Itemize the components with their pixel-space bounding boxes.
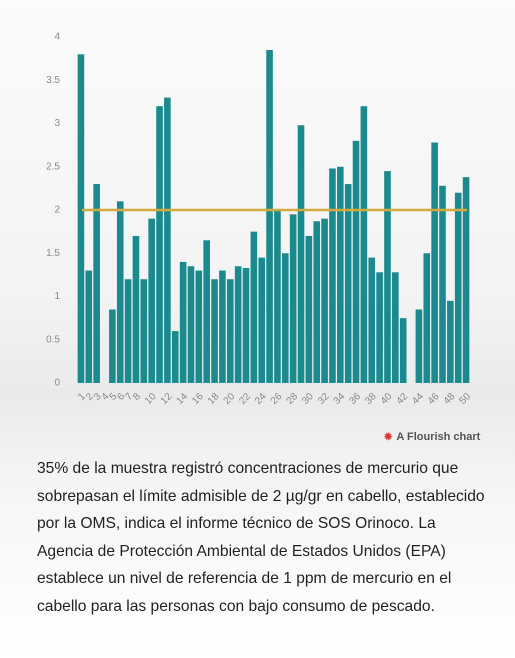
bar bbox=[211, 279, 218, 383]
bar bbox=[329, 168, 336, 383]
bar bbox=[85, 270, 93, 383]
y-tick-label: 0 bbox=[54, 378, 60, 389]
bar bbox=[116, 201, 124, 383]
bar bbox=[266, 49, 273, 383]
x-tick-label: 44 bbox=[410, 391, 426, 407]
x-tick-label: 26 bbox=[269, 391, 285, 407]
bar bbox=[219, 270, 226, 383]
bar bbox=[289, 214, 297, 383]
bar bbox=[392, 272, 399, 383]
bar bbox=[258, 257, 266, 383]
bar bbox=[462, 177, 470, 383]
bar bbox=[337, 166, 344, 383]
bar bbox=[423, 253, 431, 383]
bar bbox=[234, 266, 242, 383]
x-tick-label: 42 bbox=[395, 391, 411, 407]
bar bbox=[109, 309, 116, 383]
x-tick-label: 38 bbox=[363, 391, 379, 407]
x-tick-label: 14 bbox=[174, 391, 190, 407]
y-tick-label: 1 bbox=[54, 291, 60, 302]
paragraph: 35% de la muestra registró concentracion… bbox=[37, 460, 485, 615]
bar bbox=[321, 218, 328, 383]
bar bbox=[415, 309, 423, 383]
bar bbox=[132, 235, 140, 383]
bar bbox=[344, 184, 352, 383]
x-tick-label: 12 bbox=[159, 391, 175, 407]
bar bbox=[360, 106, 368, 383]
bar bbox=[203, 240, 210, 383]
bar bbox=[305, 235, 313, 383]
bar bbox=[297, 125, 305, 383]
bar bbox=[164, 97, 171, 384]
bar bbox=[250, 231, 258, 383]
bar bbox=[399, 318, 407, 383]
x-tick-label: 16 bbox=[190, 391, 206, 407]
x-tick-label: 8 bbox=[131, 391, 143, 403]
bar bbox=[447, 300, 454, 383]
x-tick-label: 18 bbox=[206, 391, 222, 407]
bar bbox=[281, 253, 289, 383]
bar bbox=[368, 257, 376, 383]
y-tick-label: 3.5 bbox=[46, 75, 60, 86]
bar bbox=[454, 192, 462, 383]
x-tick-label: 32 bbox=[316, 391, 332, 407]
x-tick-label: 22 bbox=[237, 391, 253, 407]
x-tick-label: 40 bbox=[379, 391, 395, 407]
x-tick-label: 24 bbox=[253, 391, 269, 407]
bar bbox=[77, 54, 85, 384]
bar bbox=[140, 279, 148, 383]
bar bbox=[352, 140, 360, 383]
bar bbox=[171, 331, 179, 383]
x-tick-label: 46 bbox=[426, 391, 442, 407]
x-tick-label: 28 bbox=[284, 391, 300, 407]
bar bbox=[384, 171, 391, 383]
bar bbox=[226, 279, 234, 383]
bar bbox=[439, 185, 446, 383]
y-tick-label: 2 bbox=[54, 205, 60, 216]
x-tick-label: 50 bbox=[457, 391, 473, 407]
bar bbox=[93, 184, 100, 383]
bar bbox=[376, 272, 383, 383]
bar bbox=[179, 261, 187, 383]
bar bbox=[124, 279, 132, 383]
x-tick-label: 10 bbox=[143, 391, 159, 407]
bar bbox=[431, 142, 438, 383]
x-tick-label: 34 bbox=[332, 391, 348, 407]
y-tick-label: 2.5 bbox=[46, 161, 60, 172]
credit[interactable]: A Flourish chart bbox=[384, 431, 480, 443]
y-tick-label: 0.5 bbox=[46, 334, 60, 345]
bar bbox=[187, 266, 195, 383]
bar bbox=[195, 270, 203, 383]
bar bbox=[156, 106, 163, 383]
bar bbox=[242, 267, 250, 383]
x-tick-label: 48 bbox=[442, 391, 458, 407]
x-tick-label: 36 bbox=[347, 391, 363, 407]
y-tick-label: 1.5 bbox=[46, 248, 60, 259]
x-tick-label: 20 bbox=[222, 391, 238, 407]
bar bbox=[313, 221, 321, 383]
bar bbox=[274, 210, 281, 383]
bar bbox=[148, 218, 155, 383]
y-tick-label: 3 bbox=[54, 118, 60, 129]
x-tick-label: 30 bbox=[300, 391, 316, 407]
y-tick-label: 4 bbox=[54, 32, 60, 43]
